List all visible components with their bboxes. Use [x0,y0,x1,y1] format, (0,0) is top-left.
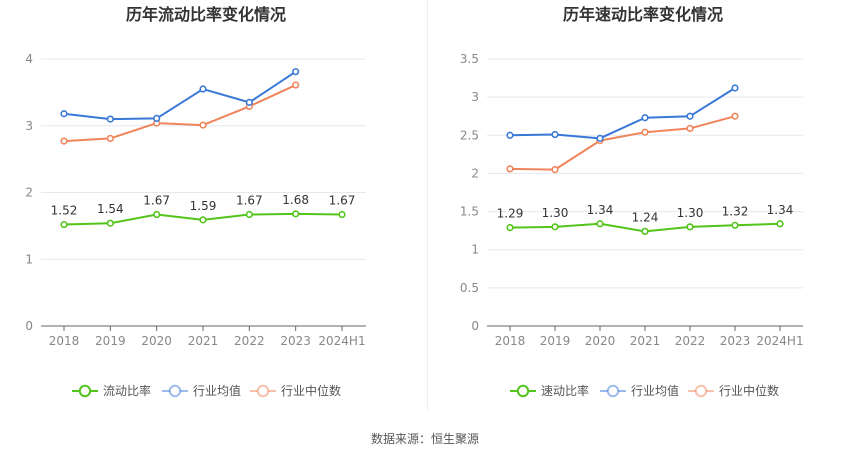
y-tick-label: 0.5 [460,281,479,295]
data-point [106,219,114,227]
data-point [551,223,559,231]
legend-label: 行业均值 [631,383,679,398]
y-tick-label: 0 [471,319,479,333]
series-line-2 [509,87,736,140]
data-point [686,124,694,133]
legend-label: 速动比率 [541,383,589,398]
data-point [106,115,114,123]
chart-2: 历年速动比率变化情况 0 0.5 1 1.5 2 2.5 3 3.5 2018 2019 2020 20… [460,5,804,398]
data-point [292,81,300,89]
data-source-note: 数据来源：恒生聚源 [370,432,479,446]
legend-marker [168,384,182,398]
x-tick-label: 2024H1 [756,334,803,348]
data-point [292,68,300,76]
data-point [551,166,559,174]
data-label: 1.54 [97,202,124,216]
data-point [506,223,514,232]
series-line-2 [63,70,297,121]
y-tick-label: 2.5 [460,128,479,142]
x-tick-label: 2019 [540,334,571,348]
chart-1: 历年流动比率变化情况 0 1 2 3 4 2018 2019 2020 2021 2022 2023 2… [25,5,366,398]
y-tick-label: 3 [471,90,479,104]
data-point [292,210,300,218]
x-tick-label: 2019 [95,334,126,348]
data-label: 1.67 [329,194,356,208]
legend-label: 流动比率 [103,383,151,398]
y-tick-label: 0 [25,319,33,333]
y-tick-label: 1.5 [460,205,479,219]
data-point [199,85,207,93]
data-label: 1.68 [282,193,309,207]
y-tick-label: 1 [25,252,33,266]
x-tick-label: 2018 [495,334,526,348]
y-tick-label: 3.5 [460,52,479,66]
data-point [506,131,514,139]
data-point [731,112,739,120]
data-label: 1.52 [51,204,78,218]
data-point [686,223,694,231]
data-point [60,110,68,118]
data-point [596,134,604,142]
data-point [106,134,114,143]
y-tick-label: 2 [25,186,33,200]
legend-marker [694,384,708,398]
data-point [551,130,559,139]
x-tick-label: 2024H1 [318,334,365,348]
x-tick-label: 2021 [630,334,661,348]
data-label: 1.30 [542,206,569,220]
x-tick-label: 2022 [234,334,265,348]
data-label: 1.30 [677,206,704,220]
y-tick-label: 3 [25,119,33,133]
data-label: 1.29 [497,207,524,221]
chart-divider [427,0,428,410]
data-point [245,98,253,106]
legend-marker [606,384,620,398]
legend-label: 行业中位数 [281,383,341,398]
data-point [245,210,253,219]
data-label: 1.67 [236,194,263,208]
data-point [731,221,739,229]
data-point [338,210,346,219]
series-line-3 [63,84,297,143]
legend-marker [78,384,92,398]
legend-marker [516,384,530,398]
data-point [776,220,784,228]
data-point [686,112,694,120]
data-point [199,216,207,224]
x-tick-label: 2023 [280,334,311,348]
chart-title: 历年流动比率变化情况 [126,5,286,24]
y-tick-label: 1 [471,243,479,257]
y-tick-label: 2 [471,166,479,180]
x-tick-label: 2018 [49,334,80,348]
data-point [199,121,207,129]
x-tick-label: 2021 [188,334,219,348]
legend-marker [256,384,270,398]
x-tick-label: 2020 [585,334,616,348]
legend-label: 行业中位数 [719,383,779,398]
data-point [641,128,649,136]
data-point [60,137,68,145]
data-label: 1.67 [143,194,170,208]
data-label: 1.32 [722,204,749,218]
data-point [153,210,161,219]
data-point [60,220,68,229]
data-point [641,227,649,236]
legend-label: 行业均值 [193,383,241,398]
data-point [731,84,739,92]
data-point [596,220,604,228]
x-tick-label: 2023 [720,334,751,348]
x-tick-label: 2020 [141,334,172,348]
data-point [506,165,514,173]
data-label: 1.34 [767,203,794,217]
y-tick-label: 4 [25,52,33,66]
x-tick-label: 2022 [675,334,706,348]
data-label: 1.34 [587,203,614,217]
data-label: 1.59 [190,199,217,213]
data-point [641,114,649,122]
data-point [153,114,161,123]
data-label: 1.24 [632,210,659,224]
chart-title: 历年速动比率变化情况 [563,5,723,24]
series-line-3 [509,115,736,171]
